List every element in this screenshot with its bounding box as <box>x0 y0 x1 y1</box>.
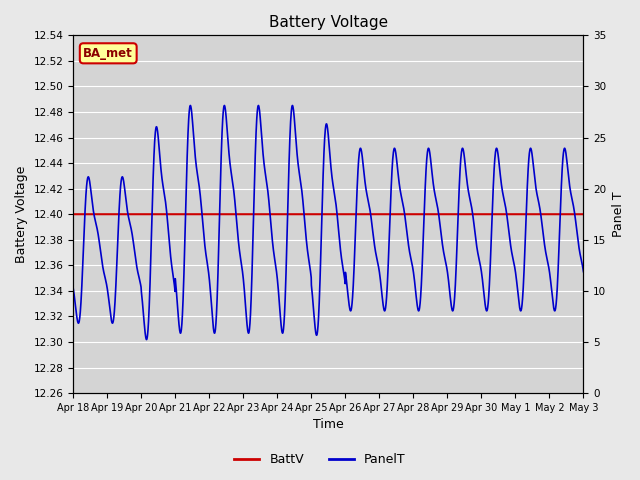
Text: BA_met: BA_met <box>83 47 133 60</box>
Y-axis label: Panel T: Panel T <box>612 192 625 237</box>
Legend: BattV, PanelT: BattV, PanelT <box>229 448 411 471</box>
X-axis label: Time: Time <box>313 419 344 432</box>
Y-axis label: Battery Voltage: Battery Voltage <box>15 166 28 263</box>
Title: Battery Voltage: Battery Voltage <box>269 15 388 30</box>
